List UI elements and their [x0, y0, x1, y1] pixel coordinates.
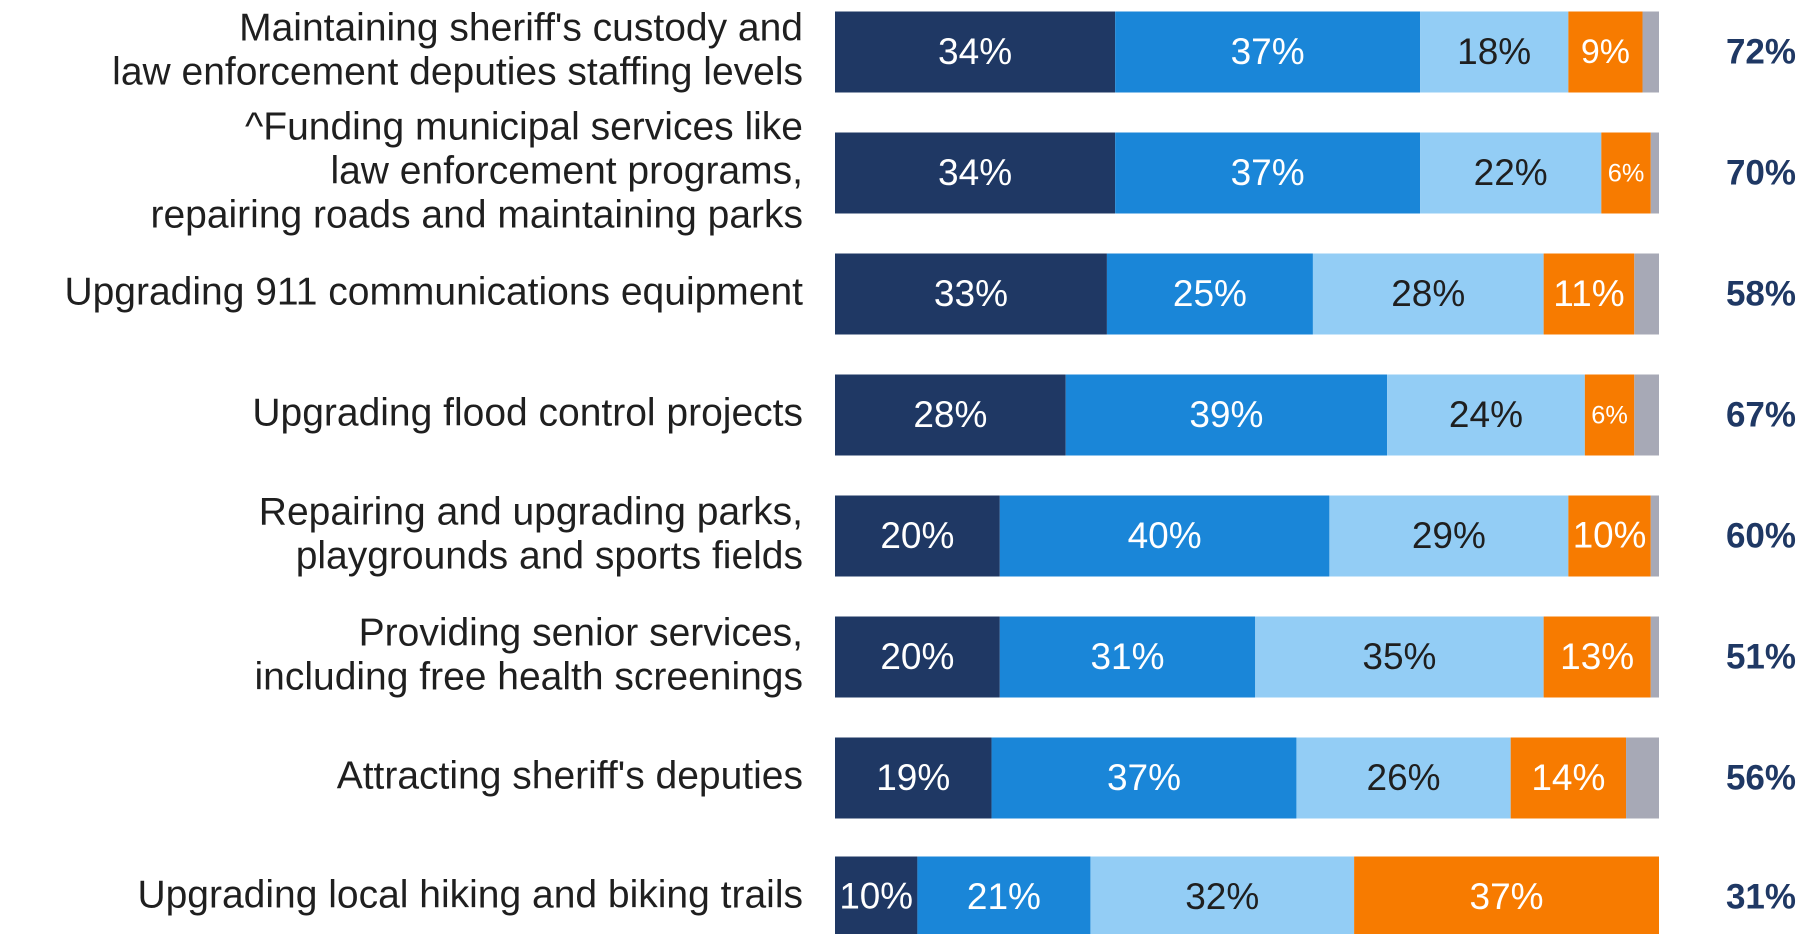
bar-segment [1255, 616, 1544, 698]
value-label: 14% [1531, 757, 1605, 798]
value-label: 35% [1362, 636, 1436, 677]
total-label: 67% [1726, 395, 1796, 434]
value-label: 13% [1560, 636, 1634, 677]
bar-segment [1584, 374, 1635, 456]
bar-segment [835, 253, 1107, 335]
value-label: 37% [1107, 757, 1181, 798]
category-label: law enforcement programs, [330, 149, 803, 192]
value-label: 40% [1128, 515, 1202, 556]
bar-segment [1568, 11, 1643, 93]
value-label: 6% [1591, 402, 1628, 430]
value-label: 28% [913, 394, 987, 435]
bar-segment [1115, 132, 1421, 214]
bar-segment [991, 737, 1297, 819]
bar-segment [1115, 11, 1421, 93]
category-label: Upgrading local hiking and biking trails [137, 873, 803, 916]
category-label: Maintaining sheriff's custody and [239, 6, 803, 49]
bar-segment [1568, 495, 1651, 577]
bar-segment [917, 856, 1091, 934]
bar-segment [1329, 495, 1569, 577]
value-label: 29% [1412, 515, 1486, 556]
category-label: Attracting sheriff's deputies [337, 754, 803, 797]
bar-segment [1312, 253, 1544, 335]
value-label: 37% [1231, 152, 1305, 193]
category-label: ^Funding municipal services like [245, 105, 803, 148]
bar-segment [1634, 374, 1659, 456]
total-label: 60% [1726, 516, 1796, 555]
total-label: 56% [1726, 758, 1796, 797]
value-label: 22% [1474, 152, 1548, 193]
value-label: 34% [938, 152, 1012, 193]
value-label: 37% [1470, 876, 1544, 917]
value-label: 34% [938, 31, 1012, 72]
value-label: 25% [1173, 273, 1247, 314]
value-label: 26% [1367, 757, 1441, 798]
value-label: 20% [880, 515, 954, 556]
value-label: 11% [1553, 273, 1624, 314]
value-label: 20% [880, 636, 954, 677]
bar-segment [1650, 495, 1659, 577]
bar-segment [999, 616, 1256, 698]
value-label: 37% [1231, 31, 1305, 72]
bar-segment [835, 856, 918, 934]
value-label: 32% [1185, 876, 1259, 917]
total-label: 31% [1726, 877, 1796, 916]
bar-segment [1510, 737, 1627, 819]
category-label: repairing roads and maintaining parks [150, 193, 803, 236]
category-label: Repairing and upgrading parks, [259, 490, 803, 533]
bar-segment [1296, 737, 1511, 819]
total-label: 51% [1726, 637, 1796, 676]
category-label: law enforcement deputies staffing levels [112, 50, 803, 93]
value-label: 33% [934, 273, 1008, 314]
value-label: 10% [1573, 515, 1647, 556]
bar-segment [835, 11, 1116, 93]
value-label: 21% [967, 876, 1041, 917]
category-label: Upgrading flood control projects [252, 391, 803, 434]
category-label: playgrounds and sports fields [296, 534, 803, 577]
bar-segment [1387, 374, 1585, 456]
bar-segment [1354, 856, 1659, 934]
total-label: 58% [1726, 274, 1796, 313]
category-label: including free health screenings [254, 655, 803, 698]
bar-segment [835, 616, 1000, 698]
value-label: 28% [1391, 273, 1465, 314]
bar-segment [1601, 132, 1651, 214]
value-label: 9% [1581, 33, 1630, 71]
value-label: 31% [1090, 636, 1164, 677]
bar-segment [835, 495, 1000, 577]
bar-segment [835, 132, 1116, 214]
bar-segment [1543, 616, 1651, 698]
bar-segment [1650, 616, 1659, 698]
value-label: 39% [1189, 394, 1263, 435]
bar-segment [1420, 11, 1569, 93]
total-label: 70% [1726, 153, 1796, 192]
value-label: 6% [1608, 160, 1645, 188]
value-label: 10% [839, 876, 913, 917]
bar-segment [1090, 856, 1355, 934]
bar-segment [835, 737, 992, 819]
bar-segment [1420, 132, 1602, 214]
value-label: 24% [1449, 394, 1523, 435]
bar-segment [1065, 374, 1388, 456]
bar-segment [1650, 132, 1659, 214]
bar-segment [835, 374, 1066, 456]
bar-segment [1642, 11, 1659, 93]
bar-segment [1634, 253, 1659, 335]
category-label: Providing senior services, [359, 611, 803, 654]
bar-segment [1626, 737, 1659, 819]
bar-segment [1543, 253, 1635, 335]
value-label: 19% [876, 757, 950, 798]
bar-segment [1106, 253, 1313, 335]
bar-segment [999, 495, 1330, 577]
value-label: 18% [1457, 31, 1531, 72]
total-label: 72% [1726, 32, 1796, 71]
category-label: Upgrading 911 communications equipment [64, 270, 803, 313]
